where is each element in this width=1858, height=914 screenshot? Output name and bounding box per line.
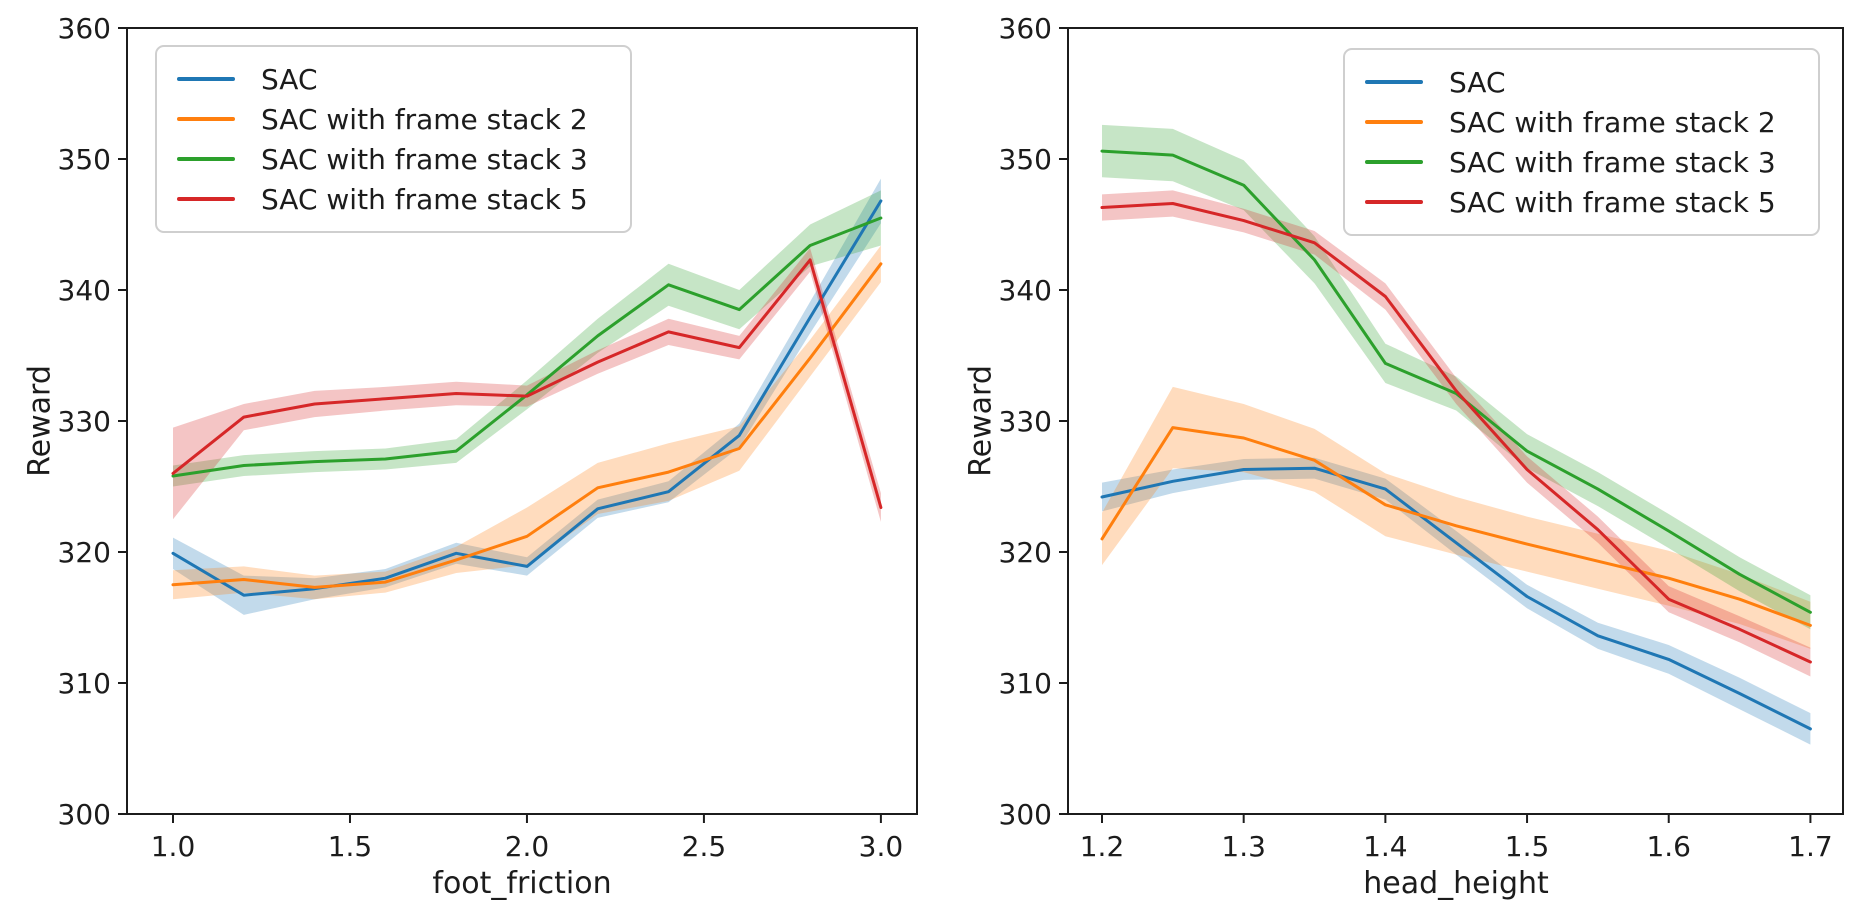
x-tick-label: 1.3 bbox=[1221, 830, 1266, 863]
legend-label: SAC with frame stack 2 bbox=[1449, 105, 1776, 139]
y-tick-label: 300 bbox=[58, 798, 111, 831]
chart-head_height: 1.2 1.3 1.4 1.5 1.6 1.7 300 310 320 330 340 350 360 bbox=[999, 12, 1844, 863]
legend-label: SAC bbox=[1449, 65, 1506, 99]
xlabel-head-height: head_height bbox=[1363, 866, 1549, 901]
x-tick-label: 3.0 bbox=[859, 830, 904, 863]
legend-label: SAC with frame stack 3 bbox=[261, 142, 588, 176]
legend-right: SAC SAC with frame stack 2 SAC with fram… bbox=[1343, 48, 1820, 236]
ylabel-reward-left: Reward bbox=[22, 365, 58, 477]
sac-fs2-line-swatch bbox=[177, 117, 235, 121]
legend-item-sac: SAC bbox=[177, 59, 610, 99]
legend-item-sac: SAC bbox=[1365, 62, 1798, 102]
legend-label: SAC with frame stack 5 bbox=[261, 182, 588, 216]
x-tick-label: 1.2 bbox=[1080, 830, 1125, 863]
x-tick-label: 1.6 bbox=[1646, 830, 1691, 863]
series-line-sac-with-frame-stack-2 bbox=[1100, 426, 1812, 627]
x-tick-label: 2.0 bbox=[505, 830, 550, 863]
y-tick-label: 330 bbox=[999, 405, 1052, 438]
series-line-sac-with-frame-stack-3 bbox=[1100, 149, 1812, 614]
confidence-band-sac-with-frame-stack-2 bbox=[1102, 386, 1811, 649]
legend-item-sac-fs5: SAC with frame stack 5 bbox=[1365, 182, 1798, 222]
y-tick-label: 360 bbox=[58, 12, 111, 45]
y-tick-label: 320 bbox=[999, 536, 1052, 569]
y-tick-label: 340 bbox=[999, 274, 1052, 307]
sac-fs2-line-swatch bbox=[1365, 120, 1423, 124]
y-tick-label: 330 bbox=[58, 405, 111, 438]
x-tick-label: 1.5 bbox=[328, 830, 373, 863]
y-tick-label: 320 bbox=[58, 536, 111, 569]
series-line-sac-with-frame-stack-2 bbox=[171, 262, 883, 589]
legend-item-sac-fs2: SAC with frame stack 2 bbox=[177, 99, 610, 139]
confidence-band-sac bbox=[1102, 457, 1811, 745]
series-line-sac-with-frame-stack-5 bbox=[171, 258, 883, 509]
y-tick-label: 310 bbox=[999, 667, 1052, 700]
y-tick-label: 300 bbox=[999, 798, 1052, 831]
legend-left: SAC SAC with frame stack 2 SAC with fram… bbox=[155, 45, 632, 233]
ylabel-reward-right: Reward bbox=[963, 365, 999, 477]
x-tick-label: 1.5 bbox=[1505, 830, 1550, 863]
legend-label: SAC with frame stack 5 bbox=[1449, 185, 1776, 219]
confidence-band-sac-with-frame-stack-5 bbox=[1102, 190, 1811, 677]
legend-label: SAC with frame stack 2 bbox=[261, 102, 588, 136]
sac-line-swatch bbox=[1365, 80, 1423, 84]
chart-foot_friction: 1.0 1.5 2.0 2.5 3.0 300 310 320 330 340 350 360 bbox=[58, 12, 918, 863]
y-tick-label: 310 bbox=[58, 667, 111, 700]
y-tick-label: 340 bbox=[58, 274, 111, 307]
legend-item-sac-fs3: SAC with frame stack 3 bbox=[177, 139, 610, 179]
y-tick-label: 350 bbox=[58, 143, 111, 176]
y-tick-label: 350 bbox=[999, 143, 1052, 176]
xlabel-foot-friction: foot_friction bbox=[432, 866, 612, 901]
y-tick-label: 360 bbox=[999, 12, 1052, 45]
legend-label: SAC with frame stack 3 bbox=[1449, 145, 1776, 179]
series-line-sac bbox=[171, 199, 883, 597]
series-line-sac bbox=[1100, 466, 1812, 731]
sac-fs3-line-swatch bbox=[1365, 160, 1423, 164]
series-line-sac-with-frame-stack-5 bbox=[1100, 202, 1812, 664]
sac-fs5-line-swatch bbox=[1365, 200, 1423, 204]
confidence-band-sac-with-frame-stack-3 bbox=[173, 190, 881, 487]
legend-item-sac-fs5: SAC with frame stack 5 bbox=[177, 179, 610, 219]
x-tick-label: 1.7 bbox=[1788, 830, 1833, 863]
x-tick-label: 1.4 bbox=[1363, 830, 1408, 863]
x-tick-label: 2.5 bbox=[682, 830, 727, 863]
sac-fs3-line-swatch bbox=[177, 157, 235, 161]
series-line-sac-with-frame-stack-3 bbox=[171, 216, 883, 478]
confidence-band-sac-with-frame-stack-3 bbox=[1102, 124, 1811, 630]
x-tick-label: 1.0 bbox=[151, 830, 196, 863]
legend-item-sac-fs3: SAC with frame stack 3 bbox=[1365, 142, 1798, 182]
legend-label: SAC bbox=[261, 62, 318, 96]
legend-item-sac-fs2: SAC with frame stack 2 bbox=[1365, 102, 1798, 142]
sac-fs5-line-swatch bbox=[177, 197, 235, 201]
sac-line-swatch bbox=[177, 77, 235, 81]
confidence-band-sac-with-frame-stack-2 bbox=[173, 245, 881, 600]
